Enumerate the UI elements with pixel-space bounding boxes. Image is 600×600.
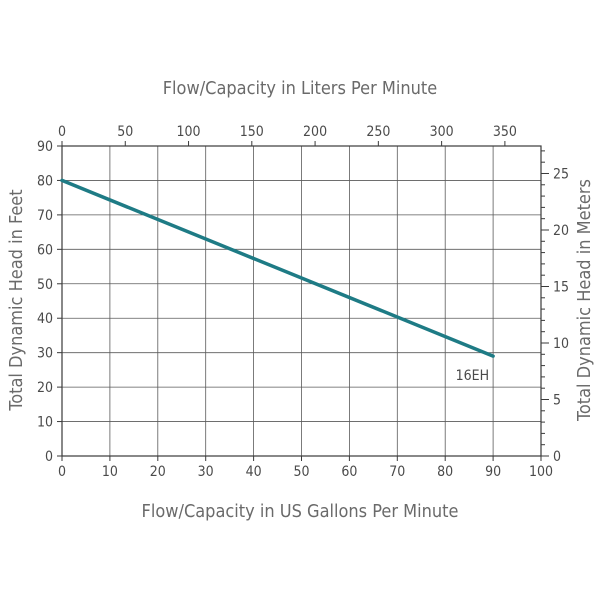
top-tick-label: 0 <box>58 124 66 140</box>
bottom-tick-label: 50 <box>293 464 309 480</box>
left-tick-label: 20 <box>37 380 53 396</box>
top-tick-label: 250 <box>366 124 390 140</box>
left-tick-label: 10 <box>37 415 53 431</box>
right-tick-label: 20 <box>553 223 569 239</box>
right-tick-label: 0 <box>553 449 561 465</box>
left-tick-label: 0 <box>45 449 53 465</box>
right-tick-label: 5 <box>553 392 561 408</box>
left-tick-label: 70 <box>37 208 53 224</box>
bottom-tick-label: 90 <box>485 464 501 480</box>
left-tick-label: 40 <box>37 311 53 327</box>
right-tick-label: 25 <box>553 166 569 182</box>
left-tick-label: 90 <box>37 139 53 155</box>
left-tick-label: 30 <box>37 346 53 362</box>
bottom-tick-label: 30 <box>198 464 214 480</box>
bottom-tick-label: 70 <box>389 464 405 480</box>
top-tick-label: 100 <box>177 124 201 140</box>
top-tick-label: 150 <box>240 124 264 140</box>
bottom-tick-label: 40 <box>246 464 262 480</box>
right-tick-label: 10 <box>553 336 569 352</box>
top-tick-label: 350 <box>493 124 517 140</box>
left-axis-title: Total Dynamic Head in Feet <box>6 189 27 411</box>
left-tick-label: 50 <box>37 277 53 293</box>
top-tick-label: 50 <box>117 124 133 140</box>
bottom-tick-label: 100 <box>529 464 553 480</box>
top-tick-label: 300 <box>430 124 454 140</box>
right-axis-title: Total Dynamic Head in Meters <box>574 179 595 422</box>
top-tick-label: 200 <box>303 124 327 140</box>
bottom-tick-label: 20 <box>150 464 166 480</box>
series-line-16eh <box>60 178 495 358</box>
series-label: 16EH <box>456 368 489 384</box>
left-tick-label: 60 <box>37 242 53 258</box>
bottom-tick-label: 80 <box>437 464 453 480</box>
top-axis-title: Flow/Capacity in Liters Per Minute <box>163 78 438 99</box>
left-tick-label: 80 <box>37 173 53 189</box>
bottom-tick-label: 0 <box>58 464 66 480</box>
bottom-tick-label: 60 <box>341 464 357 480</box>
right-tick-label: 15 <box>553 279 569 295</box>
bottom-tick-label: 10 <box>102 464 118 480</box>
bottom-axis-title: Flow/Capacity in US Gallons Per Minute <box>142 501 459 522</box>
plot-area: 0 10 20 30 40 50 60 70 80 90 100010203040506070809… <box>37 124 569 480</box>
